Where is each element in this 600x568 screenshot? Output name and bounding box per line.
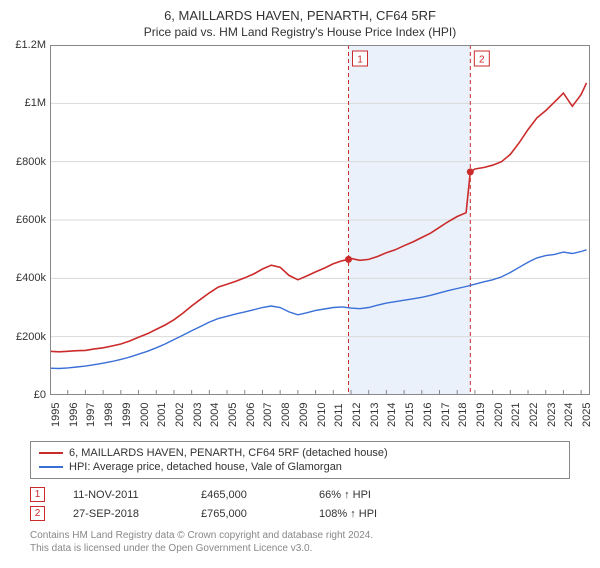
- x-tick-label: 2022: [528, 403, 540, 427]
- x-tick-label: 2008: [280, 403, 292, 427]
- x-tick-label: 1999: [121, 403, 133, 427]
- svg-text:2: 2: [479, 55, 485, 66]
- x-tick-label: 1998: [103, 403, 115, 427]
- x-tick-label: 2012: [351, 403, 363, 427]
- legend-swatch: [39, 452, 63, 454]
- legend-item: HPI: Average price, detached house, Vale…: [39, 460, 561, 474]
- chart-area: 12 £0£200k£400k£600k£800k£1M£1.2M: [50, 45, 590, 395]
- y-tick-label: £1.2M: [15, 39, 50, 51]
- x-tick-label: 2021: [510, 403, 522, 427]
- sale-row: 2 27-SEP-2018 £765,000 108% ↑ HPI: [30, 504, 570, 523]
- svg-text:1: 1: [357, 55, 363, 66]
- sale-price: £465,000: [201, 489, 291, 501]
- x-tick-label: 2023: [546, 403, 558, 427]
- sale-row: 1 11-NOV-2011 £465,000 66% ↑ HPI: [30, 485, 570, 504]
- y-tick-label: £400k: [16, 272, 50, 284]
- x-tick-label: 2015: [404, 403, 416, 427]
- x-tick-label: 2005: [227, 403, 239, 427]
- x-tick-label: 2020: [493, 403, 505, 427]
- x-tick-label: 2004: [209, 403, 221, 427]
- sale-vs-hpi: 108% ↑ HPI: [319, 508, 377, 520]
- x-tick-label: 2018: [457, 403, 469, 427]
- sale-badge: 1: [30, 487, 45, 502]
- sale-date: 27-SEP-2018: [73, 508, 173, 520]
- y-tick-label: £0: [34, 389, 50, 401]
- y-tick-label: £1M: [25, 97, 50, 109]
- x-tick-label: 2001: [156, 403, 168, 427]
- x-tick-label: 2010: [316, 403, 328, 427]
- legend-label: 6, MAILLARDS HAVEN, PENARTH, CF64 5RF (d…: [69, 447, 388, 459]
- sales-table: 1 11-NOV-2011 £465,000 66% ↑ HPI 2 27-SE…: [30, 485, 570, 523]
- x-tick-label: 1995: [50, 403, 62, 427]
- y-tick-label: £800k: [16, 156, 50, 168]
- chart-container: 6, MAILLARDS HAVEN, PENARTH, CF64 5RF Pr…: [0, 8, 600, 568]
- x-tick-label: 2011: [333, 403, 345, 427]
- legend-label: HPI: Average price, detached house, Vale…: [69, 461, 342, 473]
- chart-subtitle: Price paid vs. HM Land Registry's House …: [0, 25, 600, 39]
- chart-svg: 12: [50, 45, 590, 395]
- legend: 6, MAILLARDS HAVEN, PENARTH, CF64 5RF (d…: [30, 441, 570, 479]
- x-tick-label: 1997: [85, 403, 97, 427]
- sale-date: 11-NOV-2011: [73, 489, 173, 501]
- y-tick-label: £600k: [16, 214, 50, 226]
- sale-badge: 2: [30, 506, 45, 521]
- x-tick-label: 1996: [68, 403, 80, 427]
- x-tick-label: 2009: [298, 403, 310, 427]
- x-tick-label: 2016: [422, 403, 434, 427]
- x-tick-label: 2024: [563, 403, 575, 427]
- legend-swatch: [39, 466, 63, 468]
- x-tick-label: 2014: [386, 403, 398, 427]
- license-text: Contains HM Land Registry data © Crown c…: [30, 529, 570, 555]
- x-tick-label: 2007: [262, 403, 274, 427]
- x-tick-label: 2019: [475, 403, 487, 427]
- x-tick-label: 2000: [139, 403, 151, 427]
- x-tick-label: 2017: [440, 403, 452, 427]
- legend-item: 6, MAILLARDS HAVEN, PENARTH, CF64 5RF (d…: [39, 446, 561, 460]
- x-tick-label: 2003: [192, 403, 204, 427]
- x-tick-label: 2002: [174, 403, 186, 427]
- x-tick-label: 2013: [369, 403, 381, 427]
- y-tick-label: £200k: [16, 331, 50, 343]
- x-tick-label: 2006: [245, 403, 257, 427]
- x-axis-labels: 1995 1996 1997 1998 1999 2000 2001 2002 2003 2004…: [50, 395, 590, 437]
- license-line-1: Contains HM Land Registry data © Crown c…: [30, 529, 570, 542]
- chart-title: 6, MAILLARDS HAVEN, PENARTH, CF64 5RF: [0, 8, 600, 23]
- sale-price: £765,000: [201, 508, 291, 520]
- license-line-2: This data is licensed under the Open Gov…: [30, 542, 570, 555]
- x-tick-label: 2025: [581, 403, 593, 427]
- sale-vs-hpi: 66% ↑ HPI: [319, 489, 371, 501]
